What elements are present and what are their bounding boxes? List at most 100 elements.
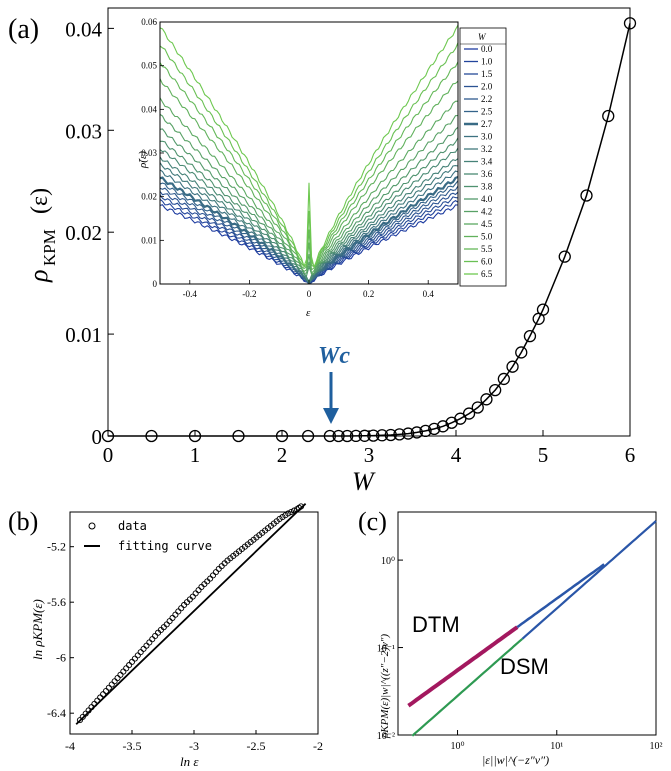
- panel-b-xtick-label: -2: [313, 739, 323, 753]
- panel-b-ytick-label: -6.4: [47, 706, 66, 720]
- panel-b-point: [178, 605, 185, 612]
- panel-b-point: [114, 674, 121, 682]
- panel-b-point: [137, 649, 144, 656]
- panel-a-point: [436, 420, 450, 433]
- panel-a-point: [188, 429, 202, 443]
- inset-curve: [160, 126, 458, 277]
- panel-a-point: [341, 429, 354, 443]
- panel-c-xtick-label: 10²: [650, 741, 663, 752]
- panel-a-point: [358, 429, 371, 442]
- panel-b-point: [128, 658, 136, 665]
- dtm-label: DTM: [412, 612, 460, 637]
- panel-b-xtick-label: -4: [65, 739, 75, 753]
- inset-ytick-label: 0.03: [141, 148, 157, 158]
- panel-a-point: [393, 428, 406, 441]
- panel-c-ytick-label: 10⁰: [381, 556, 395, 567]
- panel-a-ytick-label: 0.04: [65, 17, 102, 41]
- panel-b-point: [140, 645, 147, 652]
- panel-a-ylabel-main: ρ: [24, 270, 53, 283]
- panel-b-point: [169, 614, 176, 621]
- panel-b-ytick-label: -5.2: [47, 540, 66, 554]
- panel-c-curves: [407, 520, 657, 737]
- panel-a-point: [536, 303, 550, 316]
- panel-a-ylabel-sub: KPM: [40, 229, 59, 266]
- panel-b-point: [126, 662, 133, 669]
- panel-a-curve: [108, 23, 631, 437]
- inset-x-ticks: -0.4 -0.2 0 0.2 0.4: [183, 280, 435, 299]
- panel-b-point: [120, 668, 127, 675]
- inset-ytick-label: 0.02: [141, 192, 157, 202]
- panel-c-xtick-label: 10¹: [550, 741, 563, 752]
- panel-b-point: [131, 655, 138, 662]
- panel-b-xlabel: ln ε: [180, 754, 199, 769]
- inset-curve: [160, 191, 458, 284]
- panel-b-ylabel: ln ρKPM(ε): [30, 599, 45, 660]
- wc-arrow-head: [323, 408, 339, 424]
- inset-legend-label: 3.8: [481, 182, 493, 192]
- panel-b-point: [100, 691, 107, 698]
- panel-a-point: [506, 360, 519, 373]
- inset-ylabel: ρ̃(ε): [137, 151, 149, 169]
- inset-curve: [160, 97, 458, 275]
- panel-a-point: [471, 401, 484, 414]
- panel-b-point: [192, 590, 199, 597]
- panel-a-xtick-label: 1: [190, 443, 201, 467]
- inset-legend-title: W: [478, 32, 487, 42]
- panel-b-xtick-label: -3: [189, 739, 199, 753]
- panel-a-point: [558, 250, 571, 263]
- panel-b-legend-data-marker: [88, 522, 96, 530]
- inset-legend-label: 3.4: [481, 157, 493, 167]
- panel-a-point: [462, 407, 476, 420]
- inset-curve: [160, 78, 458, 271]
- inset-ytick-label: 0.05: [141, 61, 157, 71]
- dsm-label: DSM: [500, 654, 549, 679]
- inset-ytick-label: 0.04: [141, 104, 157, 114]
- panel-a-point: [323, 429, 337, 443]
- inset-legend-label: 1.0: [481, 57, 493, 67]
- inset-legend-label: 1.5: [481, 69, 493, 79]
- dsm-curve-tail: [521, 520, 657, 640]
- panel-b-point: [152, 632, 159, 640]
- panel-b-fit-line: [75, 503, 307, 725]
- panel-b-legend-fit: fitting curve: [118, 539, 212, 553]
- panel-a-point: [523, 329, 537, 343]
- dsm-curve: [411, 637, 524, 737]
- panel-a-point: [497, 372, 511, 386]
- panel-a-point: [275, 429, 289, 443]
- panel-a-point: [602, 109, 615, 123]
- panel-a-point: [145, 429, 158, 443]
- dtm-curve: [407, 625, 519, 708]
- panel-b-x-ticks: -4 -3.5 -3 -2.5 -2: [65, 730, 323, 753]
- panel-c-xtick-label: 10⁰: [451, 741, 465, 752]
- inset-legend-label: 3.2: [481, 144, 492, 154]
- panel-a-point: [375, 429, 389, 442]
- panel-b-point: [146, 639, 153, 646]
- panel-a-y-ticks: 0 0.01 0.02 0.03 0.04: [65, 17, 114, 449]
- panel-a-point: [367, 429, 380, 442]
- panel-b-legend-data: data: [118, 519, 147, 533]
- inset-xtick-label: 0.2: [363, 289, 374, 299]
- panel-a-point: [384, 428, 397, 442]
- panel-a-xtick-label: 6: [625, 443, 636, 467]
- panel-a-point: [332, 429, 345, 443]
- inset-xlabel: ε: [306, 307, 311, 319]
- panel-a-point: [401, 427, 415, 440]
- panel-a-point: [232, 429, 245, 443]
- panel-a: 0 0.01 0.02 0.03 0.04 0 1 2 3 4 5 6 ρ KPM (ε) W Wc…: [24, 7, 637, 496]
- inset-xtick-label: -0.4: [183, 289, 198, 299]
- panel-b-point: [143, 642, 150, 649]
- panel-a-xtick-label: 5: [538, 443, 549, 467]
- panel-a-y-label: ρ KPM (ε): [24, 188, 59, 283]
- panel-b-point: [172, 611, 179, 618]
- panel-a-point: [101, 429, 115, 443]
- panel-a-point: [349, 429, 363, 443]
- inset-curve: [160, 61, 458, 268]
- dtm-curve-tail: [516, 563, 605, 629]
- panel-b-point: [94, 697, 101, 704]
- inset-curve: [160, 194, 458, 284]
- inset-xtick-label: 0.4: [423, 289, 435, 299]
- panel-a-point: [488, 383, 502, 397]
- panel-b-point: [117, 671, 124, 678]
- panel-a-point: [580, 189, 593, 202]
- panel-b-xtick-label: -3.5: [123, 739, 142, 753]
